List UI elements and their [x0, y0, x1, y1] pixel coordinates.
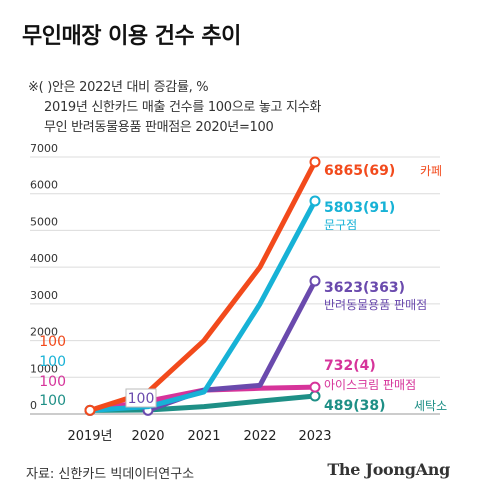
chart-title: 무인매장 이용 건수 추이	[22, 24, 241, 49]
publisher-logo: The JoongAng	[327, 460, 450, 479]
y-tick-label: 0	[30, 399, 37, 412]
base-value-label: 100	[39, 374, 66, 390]
series-line-0	[87, 159, 318, 413]
series-name-label: 아이스크림 판매점	[324, 378, 416, 392]
x-tick-label: 2023	[298, 429, 331, 444]
chart-note-2: 2019년 신한카드 매출 건수를 100으로 놓고 지수화	[44, 100, 322, 115]
y-tick-label: 3000	[30, 289, 58, 302]
y-tick-label: 7000	[30, 142, 58, 155]
y-tick-label: 6000	[30, 179, 58, 192]
series-value-label: 489(38)	[324, 398, 386, 414]
start-value-label: 100	[128, 391, 155, 407]
base-value-label: 100	[39, 393, 66, 409]
base-value-label: 100	[39, 334, 66, 350]
source-note: 자료: 신한카드 빅데이터연구소	[26, 467, 195, 482]
x-tick-label: 2022	[243, 429, 276, 444]
data-point	[309, 381, 321, 393]
data-point	[309, 156, 321, 168]
series-value-label: 732(4)	[324, 358, 376, 374]
data-point	[84, 404, 96, 416]
data-point	[309, 275, 321, 287]
series-name-label: 카페	[420, 164, 442, 178]
series-line-1	[87, 198, 318, 413]
chart-note-1: ※( )안은 2022년 대비 증감률, %	[28, 80, 209, 95]
base-value-label: 100	[39, 354, 66, 370]
series-name-label: 반려동물용품 판매점	[324, 298, 427, 312]
data-point	[309, 390, 321, 402]
series-value-label: 3623(363)	[324, 280, 405, 296]
start-label-box	[125, 388, 157, 408]
data-point	[309, 195, 321, 207]
series-name-label: 세탁소	[414, 399, 447, 413]
series-value-label: 5803(91)	[324, 200, 395, 216]
x-tick-label: 2021	[187, 429, 220, 444]
y-tick-label: 1000	[30, 362, 58, 375]
y-tick-label: 5000	[30, 215, 58, 228]
series-value-label: 6865(69)	[324, 163, 395, 179]
x-tick-label: 2020	[131, 429, 164, 444]
y-tick-label: 2000	[30, 326, 58, 339]
series-name-label: 문구점	[324, 218, 357, 232]
chart-note-3: 무인 반려동물용품 판매점은 2020년=100	[44, 120, 274, 135]
x-tick-label: 2019년	[67, 429, 112, 444]
y-tick-label: 4000	[30, 252, 58, 265]
